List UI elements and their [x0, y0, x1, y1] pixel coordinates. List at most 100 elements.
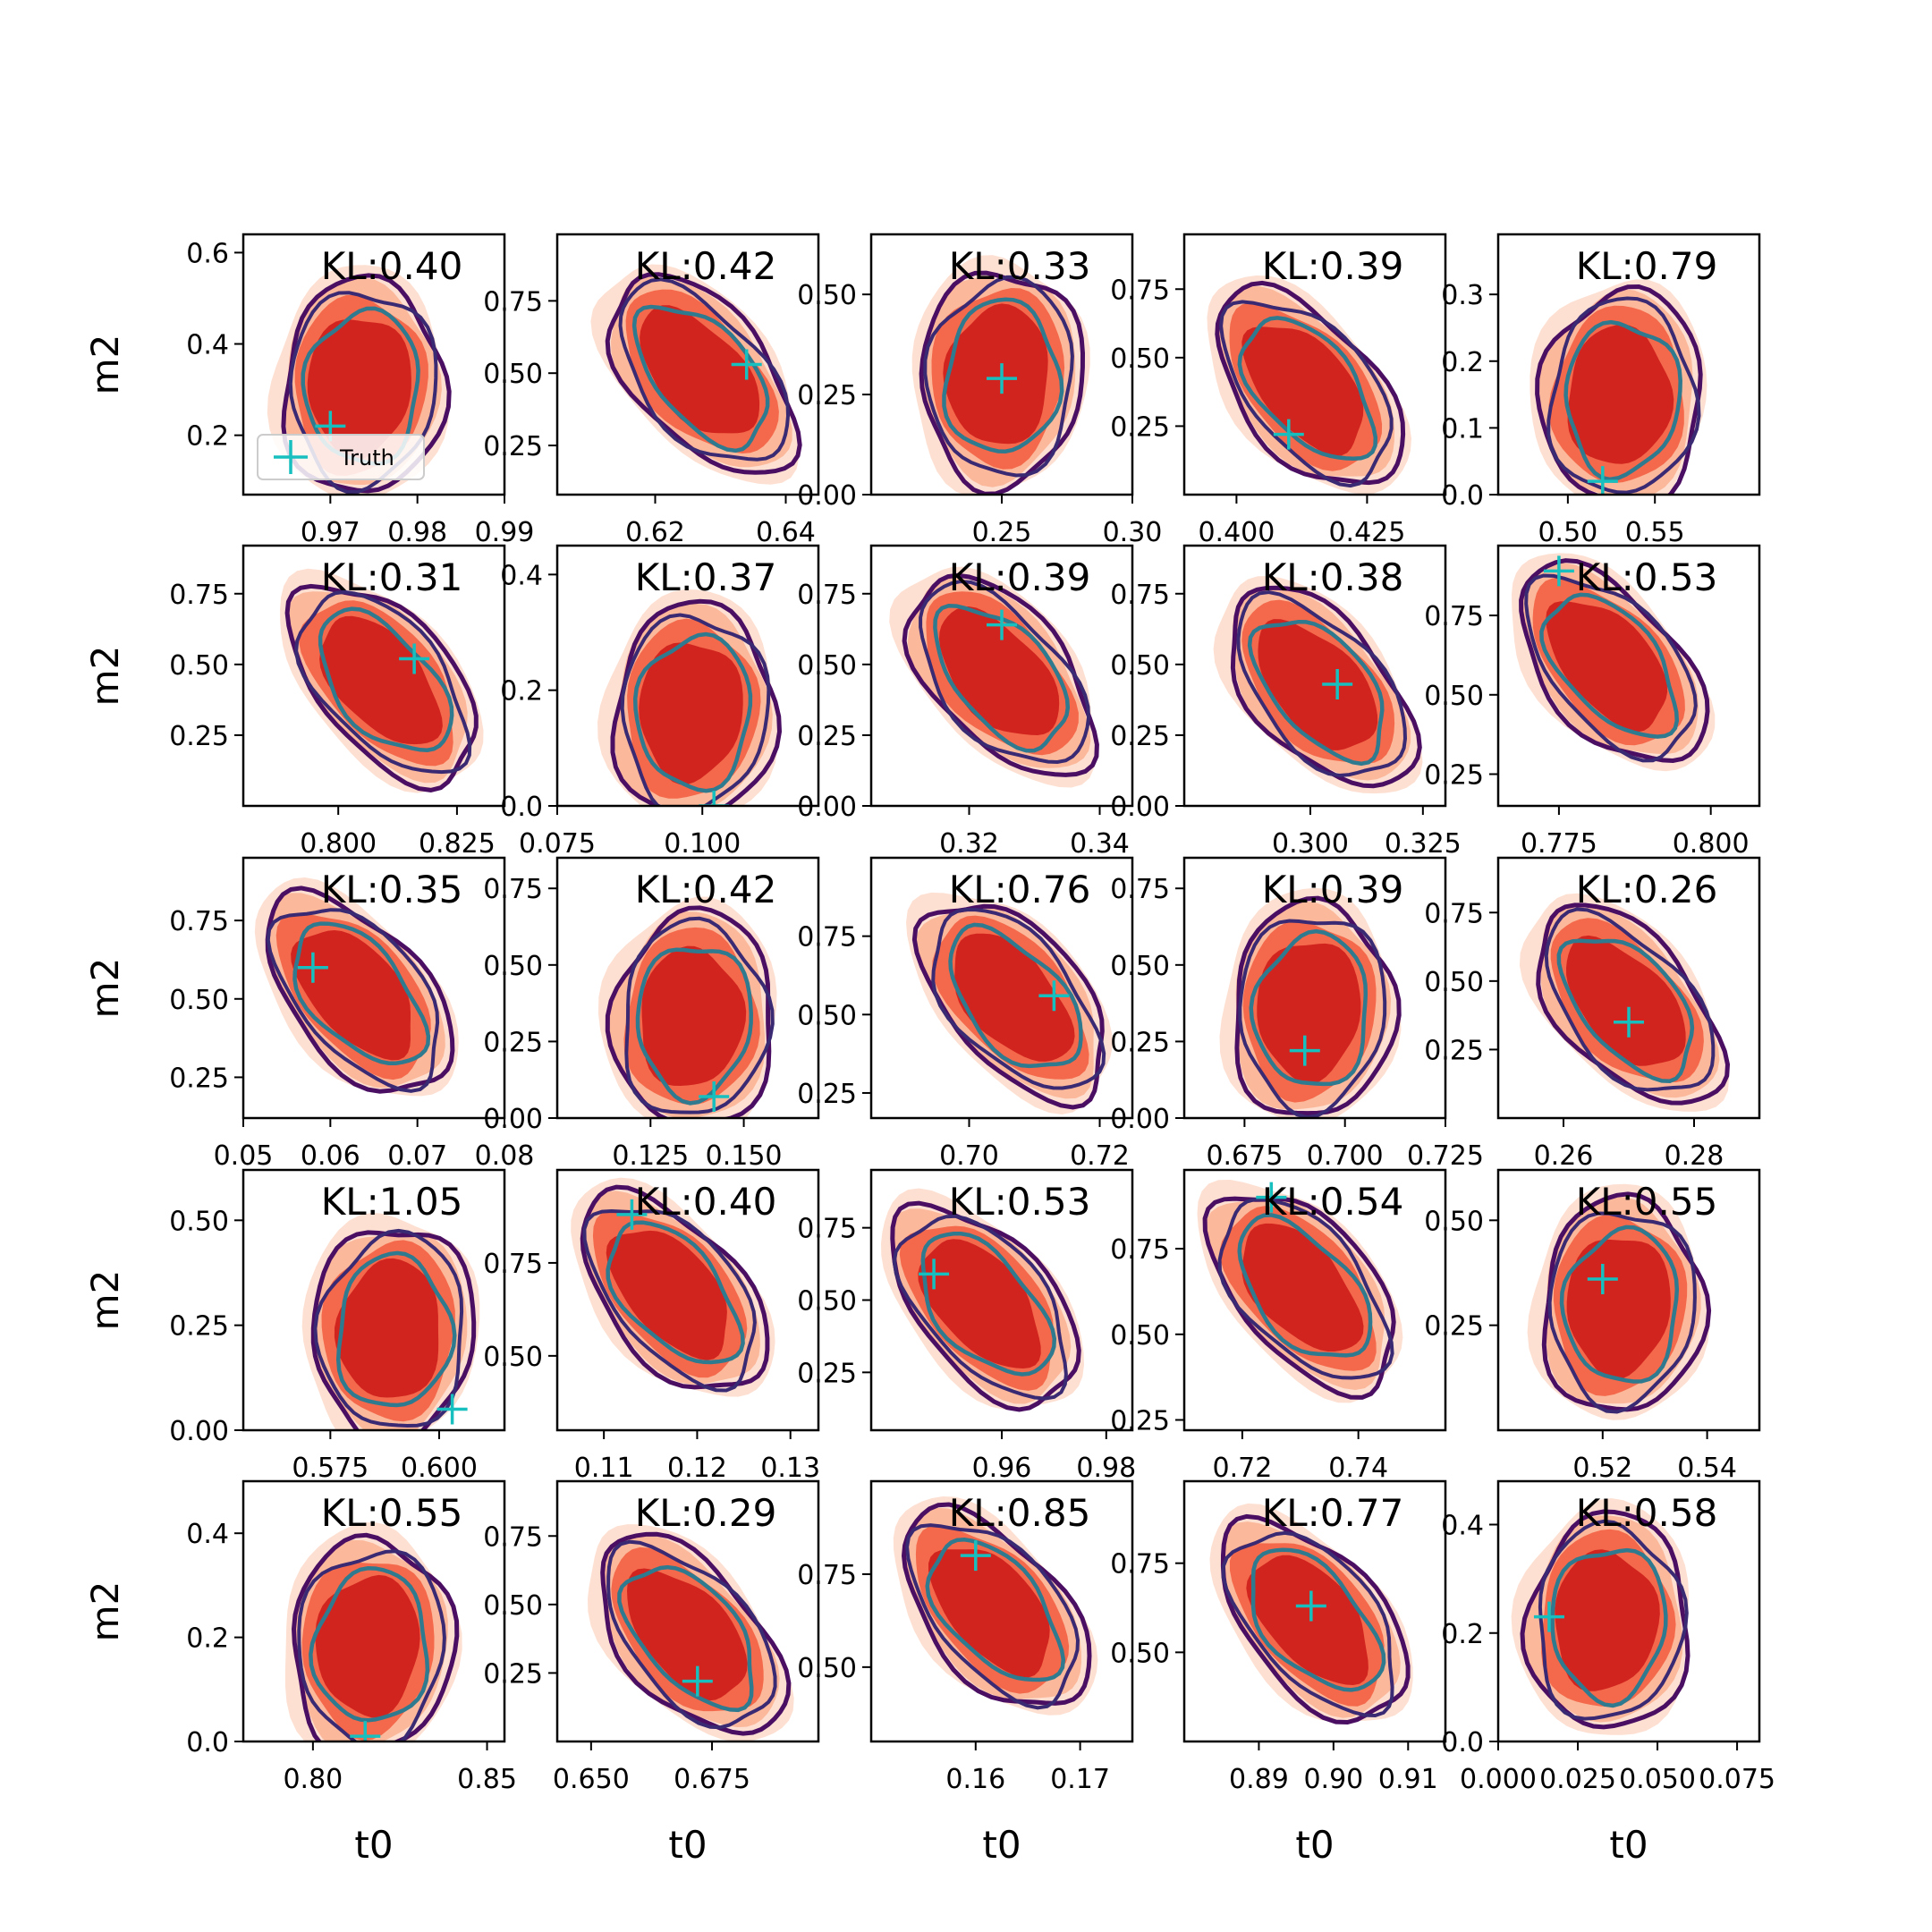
contour-line-inner	[942, 297, 1064, 453]
subplot-title: KL:0.26	[1576, 868, 1718, 911]
y-tick-label: 0.25	[1424, 1035, 1484, 1066]
contour-line-middle	[620, 613, 771, 806]
axes-frame	[242, 544, 506, 808]
axes-frame	[242, 1479, 506, 1743]
x-tick-label: 0.98	[1076, 1453, 1136, 1484]
axes-frame	[242, 856, 506, 1120]
subplot-title: KL:0.42	[635, 244, 777, 288]
density-fill-level-4	[1257, 943, 1361, 1084]
axes-frame	[1182, 1168, 1447, 1432]
x-axis-label: t0	[1295, 1823, 1334, 1867]
density-fill-level-4	[1555, 1549, 1660, 1691]
truth-marker	[1289, 1035, 1320, 1066]
y-tick-label: 0.2	[186, 1623, 229, 1655]
subplot-2-3: KL:0.39 0.00 0.25 0.50 0.75 0.32 0.34	[797, 544, 1134, 860]
axes-frame	[869, 544, 1134, 808]
contour-line-outer	[605, 905, 772, 1118]
density-fill-level-4	[319, 615, 443, 745]
subplot-3-3: KL:0.76 0.25 0.50 0.75 0.70 0.72	[797, 856, 1134, 1172]
y-tick-label: 0.0	[500, 792, 543, 823]
axes-frame	[1496, 856, 1761, 1120]
x-tick-label: 0.70	[939, 1140, 999, 1172]
contour-line-outer	[580, 1184, 770, 1390]
subplot-title: KL:0.55	[1576, 1180, 1718, 1224]
truth-marker	[1256, 1182, 1287, 1213]
x-tick-label: 0.075	[519, 828, 596, 860]
y-axis-label: m2	[83, 646, 127, 707]
density-fill-level-4	[627, 1568, 748, 1701]
contour-line-middle	[1238, 919, 1387, 1118]
y-tick-label: 0.4	[186, 1519, 229, 1550]
density-contours	[1530, 279, 1707, 495]
x-axis-label: t0	[1609, 1823, 1648, 1867]
density-fill-level-4	[1258, 619, 1378, 750]
x-tick-label: 0.300	[1272, 828, 1349, 860]
y-tick-label: 0.75	[1110, 1234, 1170, 1266]
density-contours	[1213, 576, 1423, 794]
y-tick-label: 0.50	[797, 650, 857, 682]
contour-line-middle	[624, 916, 775, 1114]
contour-line-middle	[313, 1228, 464, 1428]
y-tick-label: 0.4	[1441, 1511, 1484, 1542]
contour-line-middle	[297, 1549, 446, 1741]
y-axis-label: m2	[83, 1581, 127, 1642]
density-contours	[906, 892, 1113, 1114]
contour-line-middle	[1219, 300, 1394, 488]
axes-frame	[242, 1168, 506, 1432]
contour-line-inner	[925, 1538, 1066, 1682]
contour-line-inner	[1237, 1213, 1373, 1358]
x-tick-label: 0.96	[972, 1453, 1032, 1484]
y-tick-label: 0.50	[1424, 1206, 1484, 1237]
density-fill-level-4	[315, 1574, 420, 1718]
y-tick-label: 0.25	[797, 380, 857, 411]
contour-line-outer	[1220, 1513, 1411, 1725]
x-tick-label: 0.06	[301, 1140, 360, 1172]
contour-line-outer	[901, 1502, 1092, 1706]
subplot-title: KL:0.29	[635, 1491, 777, 1535]
y-tick-label: 0.2	[1441, 1619, 1484, 1650]
x-tick-label: 0.575	[292, 1453, 369, 1484]
subplot-3-1: KL:0.35 0.25 0.50 0.75 0.05 0.06 0.07 0.08 m2	[83, 856, 534, 1172]
contour-line-inner	[632, 631, 753, 793]
y-tick-label: 0.25	[1110, 1027, 1170, 1058]
x-tick-label: 0.72	[1212, 1453, 1272, 1484]
truth-marker	[350, 1721, 381, 1741]
y-tick-label: 0.25	[1110, 411, 1170, 443]
density-fill-level-4	[1566, 935, 1686, 1066]
y-tick-label: 0.00	[1110, 1104, 1170, 1135]
subplot-title: KL:0.40	[635, 1180, 777, 1224]
x-tick-label: 0.98	[387, 517, 447, 548]
x-tick-label: 0.99	[475, 517, 535, 548]
y-tick-label: 0.50	[169, 985, 229, 1016]
y-tick-label: 0.75	[1110, 275, 1170, 306]
contour-line-outer	[902, 572, 1099, 777]
density-contours	[284, 1521, 462, 1741]
subplot-1-1: KL:0.40 0.2 0.4 0.6 0.97 0.98 0.99 Truth m2	[83, 233, 535, 548]
subplot-title: KL:1.05	[321, 1180, 463, 1224]
y-tick-label: 0.75	[1110, 1549, 1170, 1580]
density-fill-level-4	[639, 642, 743, 785]
y-tick-label: 0.50	[1110, 951, 1170, 982]
y-tick-label: 0.50	[1110, 343, 1170, 375]
y-tick-label: 0.50	[169, 650, 229, 682]
y-tick-label: 0.2	[186, 421, 229, 453]
x-tick-label: 0.650	[553, 1764, 630, 1795]
truth-marker	[987, 609, 1017, 640]
contour-line-inner	[920, 1232, 1057, 1377]
subplot-2-2: KL:0.37 0.0 0.2 0.4 0.075 0.100	[500, 544, 820, 860]
x-axis-label: t0	[668, 1823, 707, 1867]
y-tick-label: 0.25	[1110, 721, 1170, 752]
axes-frame	[1496, 233, 1761, 496]
truth-marker	[436, 1394, 468, 1425]
density-fill-level-4	[1246, 1555, 1368, 1685]
subplot-title: KL:0.85	[949, 1491, 1091, 1535]
y-tick-label: 0.25	[1424, 1311, 1484, 1343]
subplot-4-2: KL:0.40 0.50 0.75 0.11 0.12 0.13	[483, 1168, 820, 1484]
contour-line-middle	[1546, 296, 1701, 495]
density-contours	[301, 1212, 480, 1430]
subplot-title: KL:0.40	[321, 244, 463, 288]
y-tick-label: 0.25	[169, 1311, 229, 1343]
axes-frame	[1496, 544, 1761, 808]
y-tick-label: 0.1	[1441, 413, 1484, 445]
